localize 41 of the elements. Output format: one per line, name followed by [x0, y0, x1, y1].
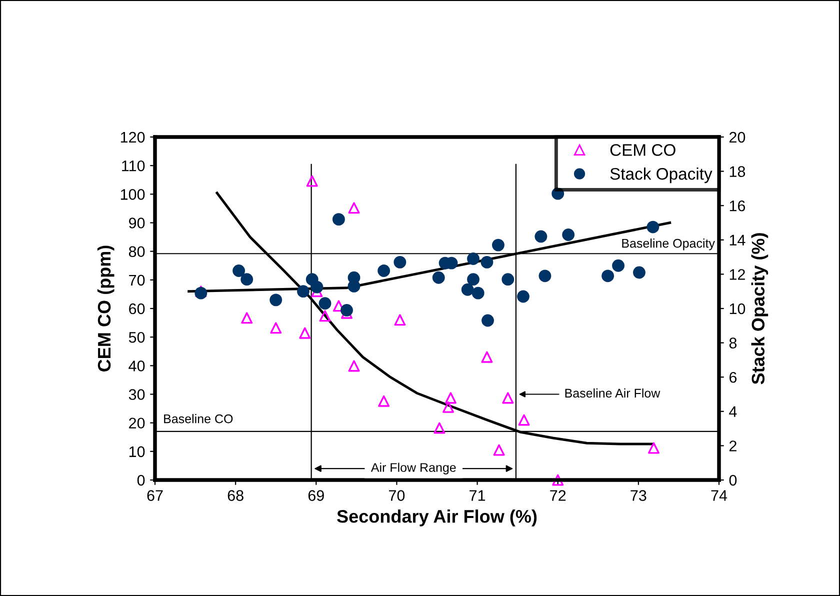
y-tick-label: 50	[128, 332, 145, 343]
y-tick-label: 70	[129, 274, 145, 286]
y2-tick-label: 4	[729, 406, 737, 417]
legend-label: CEM CO	[610, 144, 676, 156]
ref-line-label: Baseline Opacity	[622, 238, 715, 250]
x-tick-label: 71	[470, 490, 486, 501]
y2-tick-label: 2	[729, 440, 736, 452]
y2-tick-label: 0	[729, 474, 737, 486]
x-tick-label: 74	[711, 490, 728, 501]
y2-tick-label: 12	[730, 269, 745, 280]
y-tick-label: 80	[128, 246, 145, 258]
y-tick-label: 10	[129, 446, 145, 458]
ref-line-label: Baseline CO	[164, 414, 233, 424]
y-tick-label: 30	[128, 389, 145, 400]
y2-tick-label: 10	[730, 303, 746, 314]
y-tick-label: 60	[129, 303, 145, 314]
y2-tick-label: 14	[730, 234, 746, 246]
x-tick-label: 70	[389, 490, 405, 501]
y2-tick-label: 18	[730, 166, 746, 177]
x-tick-label: 69	[308, 490, 324, 501]
x-tick-label: 72	[550, 490, 566, 501]
y-tick-label: 20	[129, 418, 145, 429]
y2-tick-label: 6	[730, 372, 737, 383]
y-tick-label: 100	[120, 189, 145, 200]
x-axis-title: Secondary Air Flow (%)	[337, 510, 537, 526]
x-tick-label: 67	[147, 490, 163, 501]
x-tick-label: 68	[228, 490, 244, 501]
y2-axis-title: Stack Opacity (%)	[751, 233, 768, 384]
y2-tick-label: 16	[730, 200, 746, 212]
y2-tick-label: 20	[729, 132, 746, 143]
y-tick-label: 110	[122, 160, 145, 172]
y-tick-label: 40	[128, 360, 145, 372]
y-tick-label: 0	[137, 474, 145, 486]
x-tick-label: 73	[630, 490, 646, 501]
y2-tick-label: 8	[729, 338, 737, 348]
y-axis-title: CEM CO (ppm)	[97, 246, 114, 372]
ref-line-label: Baseline Air Flow	[565, 388, 660, 398]
y-tick-label: 120	[120, 132, 145, 143]
annotation: Air Flow Range	[370, 462, 456, 474]
legend-label: Stack Opacity	[610, 168, 712, 184]
y-tick-label: 90	[129, 218, 145, 228]
